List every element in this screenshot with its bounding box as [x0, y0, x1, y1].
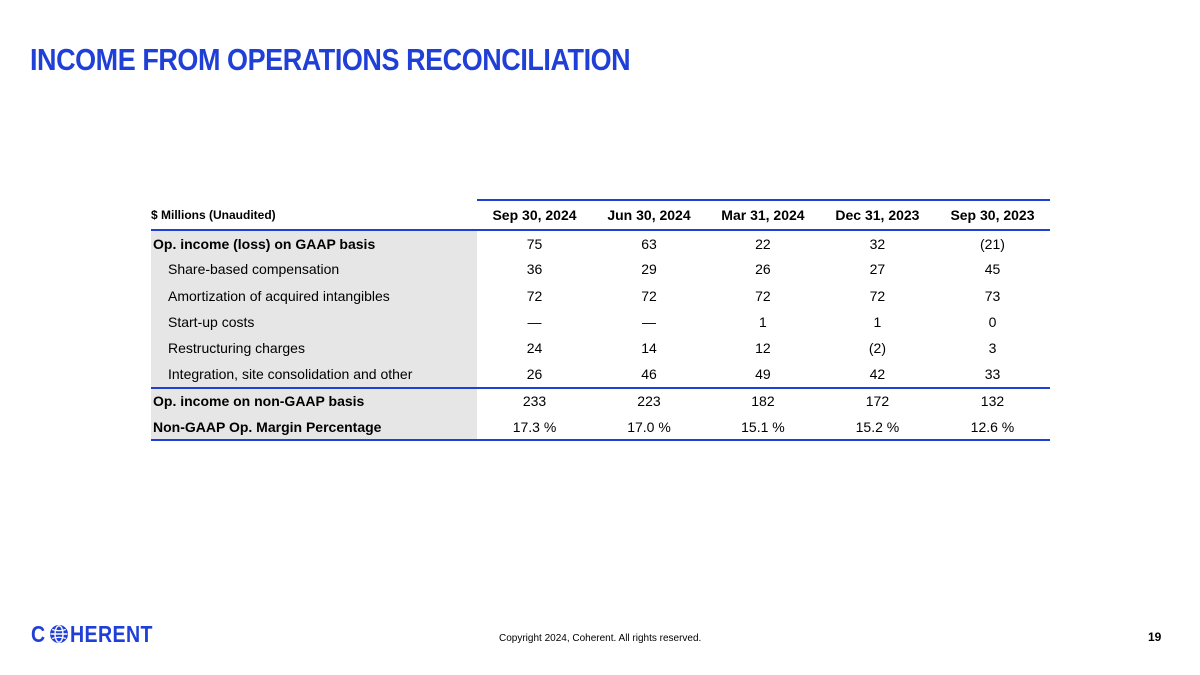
value-cell: —	[641, 314, 656, 331]
value-cell: 1	[873, 314, 882, 331]
value-cell: 1	[759, 314, 767, 331]
table-row: Integration, site consolidation and othe…	[151, 361, 1050, 389]
value-cell: 15.1 %	[705, 414, 820, 442]
table-header-row: $ Millions (Unaudited) Sep 30, 2024 Jun …	[151, 199, 1050, 231]
value-cell: —	[527, 314, 542, 331]
table-row: Restructuring charges 24 14 12 (2) 3	[151, 335, 1050, 362]
logo-wordmark-rest: HERENT	[70, 620, 154, 647]
row-label: Restructuring charges	[151, 335, 477, 362]
value-cell: 223	[637, 393, 661, 410]
value-cell: 12	[755, 340, 771, 357]
value-cell: 26	[477, 361, 593, 389]
copyright-notice: Copyright 2024, Coherent. All rights res…	[499, 633, 702, 644]
row-label: Op. income (loss) on GAAP basis	[151, 230, 477, 257]
value-cell: 49	[705, 361, 820, 389]
value-cell: 33	[934, 361, 1050, 389]
value-cell: 73	[984, 287, 1001, 304]
value-cell: 46	[592, 361, 706, 389]
value-cell: 75	[526, 235, 543, 252]
value-cell: 17.3 %	[477, 414, 593, 442]
row-label: Op. income on non-GAAP basis	[151, 387, 477, 415]
unit-label: $ Millions (Unaudited)	[151, 200, 477, 231]
table-row: Non-GAAP Op. Margin Percentage 17.3 % 17…	[151, 414, 1050, 442]
row-label: Start-up costs	[151, 308, 477, 336]
value-cell: 172	[865, 393, 890, 410]
row-label: Share-based compensation	[151, 256, 477, 283]
value-cell: (2)	[868, 340, 886, 357]
value-cell: 26	[755, 261, 771, 278]
table-row: Op. income (loss) on GAAP basis 75 63 22…	[151, 230, 1050, 257]
value-cell: 42	[819, 361, 935, 389]
value-cell: (21)	[980, 235, 1005, 252]
table-row: Share-based compensation 36 29 26 27 45	[151, 256, 1050, 283]
table-row: Op. income on non-GAAP basis 233 223 182…	[151, 387, 1050, 415]
period-header: Sep 30, 2024	[477, 199, 593, 231]
value-cell: 17.0 %	[592, 414, 706, 442]
value-cell: 3	[988, 340, 997, 357]
value-cell: 233	[522, 393, 547, 410]
period-header: Mar 31, 2024	[705, 199, 820, 231]
value-cell: 29	[641, 261, 657, 278]
value-cell: 63	[641, 235, 657, 252]
value-cell: 15.2 %	[819, 414, 935, 442]
period-header: Dec 31, 2023	[819, 199, 935, 231]
row-label: Non-GAAP Op. Margin Percentage	[151, 414, 477, 442]
value-cell: 45	[984, 261, 1001, 278]
value-cell: 32	[869, 235, 886, 252]
period-header: Jun 30, 2024	[592, 199, 706, 231]
value-cell: 72	[526, 287, 543, 304]
value-cell: 22	[755, 235, 771, 252]
page-number: 19	[1148, 630, 1162, 644]
table-row: Start-up costs — — 1 1 0	[151, 308, 1050, 336]
value-cell: 72	[869, 287, 886, 304]
value-cell: 132	[980, 393, 1005, 410]
value-cell: 72	[641, 287, 657, 304]
value-cell: 24	[526, 340, 543, 357]
value-cell: 14	[641, 340, 657, 357]
row-label: Integration, site consolidation and othe…	[151, 361, 477, 389]
value-cell: 0	[988, 314, 997, 331]
coherent-logo: C HERENT	[31, 620, 168, 647]
logo-letter-c: C	[31, 620, 46, 647]
slide-title: INCOME FROM OPERATIONS RECONCILIATION	[30, 42, 631, 77]
value-cell: 27	[869, 261, 886, 278]
reconciliation-table: $ Millions (Unaudited) Sep 30, 2024 Jun …	[151, 199, 1050, 442]
value-cell: 12.6 %	[934, 414, 1050, 442]
value-cell: 72	[755, 287, 771, 304]
row-label: Amortization of acquired intangibles	[151, 282, 477, 309]
value-cell: 182	[751, 393, 775, 410]
value-cell: 36	[526, 261, 543, 278]
period-header: Sep 30, 2023	[934, 199, 1050, 231]
globe-icon	[50, 625, 69, 643]
table-row: Amortization of acquired intangibles 72 …	[151, 282, 1050, 309]
